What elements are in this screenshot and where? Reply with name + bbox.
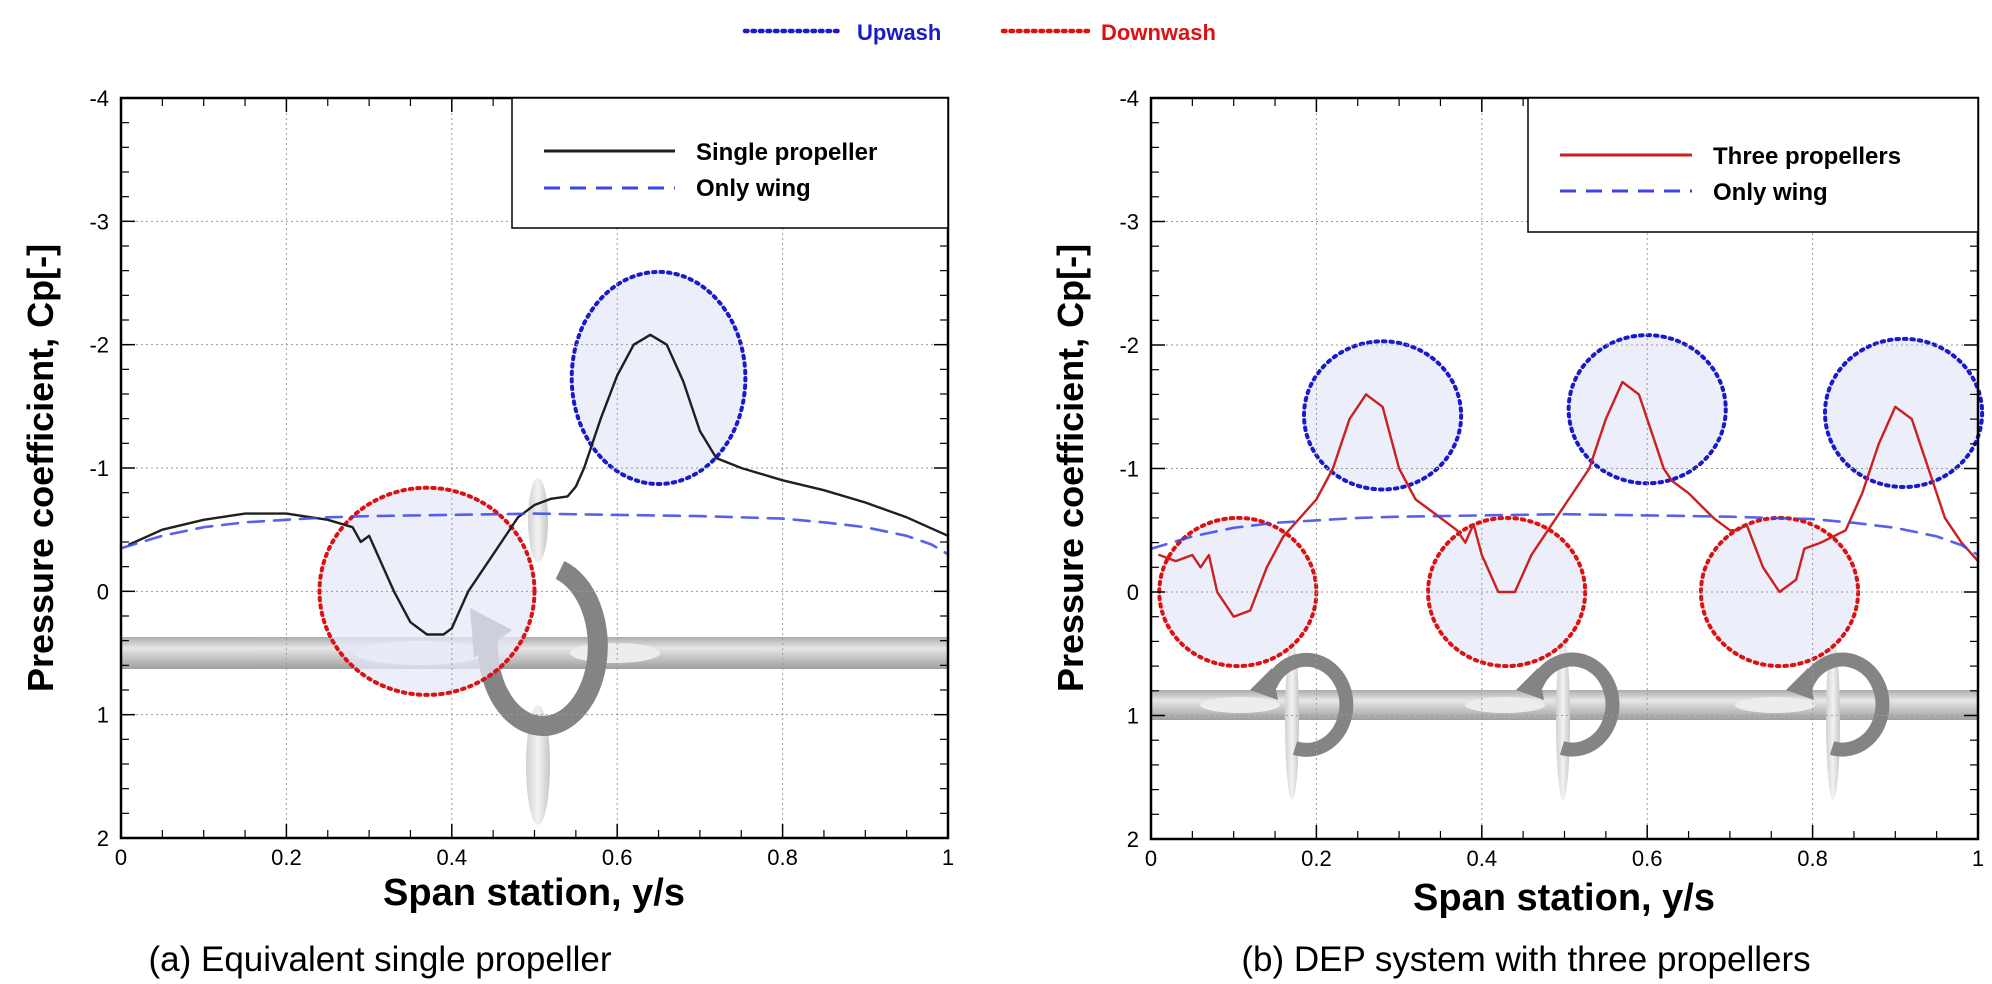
chart-panel-b: 0 0.2 0.4 0.6 0.8 1 -4 -3 -2 -1 0 1 2 Three propelle… bbox=[1050, 86, 1985, 979]
x-tick-label: 1 bbox=[1972, 846, 1984, 871]
y-tick-label: 1 bbox=[97, 703, 109, 728]
y-tick-label: -1 bbox=[1119, 457, 1139, 482]
upwash-region bbox=[569, 269, 748, 487]
rotation-arrow-icon bbox=[1529, 652, 1620, 757]
x-axis-label: Span station, y/s bbox=[383, 872, 685, 914]
x-tick-label: 0.4 bbox=[1467, 846, 1498, 871]
caption-b: (b) DEP system with three propellers bbox=[1241, 940, 1810, 979]
propeller-blade bbox=[1285, 640, 1299, 800]
x-tick-label: 0.6 bbox=[602, 845, 633, 870]
series-line-three-propellers bbox=[1158, 380, 1980, 618]
propeller-hub bbox=[1200, 697, 1280, 713]
upwash-legend-label: Upwash bbox=[857, 20, 941, 45]
legend-box-b: Three propellers Only wing bbox=[1527, 97, 1979, 233]
y-axis-label: Pressure coefficient, Cp[-] bbox=[20, 244, 61, 692]
wing-section bbox=[121, 637, 948, 669]
x-tick-label: 0.8 bbox=[1797, 846, 1828, 871]
legend-label-only-wing: Only wing bbox=[696, 175, 811, 202]
legend-label-only-wing: Only wing bbox=[1713, 179, 1828, 206]
y-tick-label: 0 bbox=[97, 579, 109, 604]
x-tick-label: 0.6 bbox=[1632, 846, 1663, 871]
legend-label-three-propellers: Three propellers bbox=[1713, 143, 1901, 170]
y-axis-label: Pressure coefficient, Cp[-] bbox=[1050, 244, 1091, 692]
y-tick-label: -1 bbox=[89, 456, 109, 481]
propeller-blade bbox=[528, 478, 548, 562]
y-tick-label: -2 bbox=[1119, 333, 1139, 358]
x-tick-label: 0.8 bbox=[767, 845, 798, 870]
rotation-arrowhead-icon bbox=[1786, 668, 1814, 700]
rotation-arrow-icon bbox=[1263, 652, 1354, 757]
propeller-blade bbox=[1556, 640, 1570, 800]
legend-frame bbox=[1527, 97, 1979, 233]
y-tick-label: 2 bbox=[97, 826, 109, 851]
y-tick-label: -4 bbox=[89, 86, 109, 111]
propeller-illustration-a bbox=[121, 478, 948, 825]
downwash-legend-label: Downwash bbox=[1101, 20, 1216, 45]
top-legend: Upwash Downwash bbox=[742, 20, 1216, 45]
y-tick-label: 1 bbox=[1127, 704, 1139, 729]
rotation-arrowhead-icon bbox=[1250, 668, 1278, 700]
upwash-region bbox=[1301, 339, 1464, 492]
series-line-single-propeller bbox=[128, 333, 950, 636]
y-tick-label: -3 bbox=[89, 209, 109, 234]
x-tick-label: 0 bbox=[115, 845, 127, 870]
y-tick-label: -4 bbox=[1119, 86, 1139, 111]
series-line-only-wing bbox=[119, 512, 950, 556]
y-tick-label: 2 bbox=[1127, 827, 1139, 852]
legend-box-a: Single propeller Only wing bbox=[511, 97, 949, 229]
y-tick-label: -2 bbox=[89, 333, 109, 358]
rotation-arrow-icon bbox=[477, 560, 608, 736]
x-tick-label: 0.2 bbox=[271, 845, 302, 870]
x-tick-label: 1 bbox=[942, 845, 954, 870]
rotation-arrowhead-icon bbox=[1516, 668, 1544, 700]
rotation-arrow-icon bbox=[1799, 652, 1890, 757]
y-tick-label: 0 bbox=[1127, 580, 1139, 605]
series-line-only-wing bbox=[1149, 512, 1980, 557]
x-tick-label: 0 bbox=[1145, 846, 1157, 871]
x-tick-label: 0.2 bbox=[1301, 846, 1332, 871]
propeller-illustration-b bbox=[1151, 640, 1978, 800]
propeller-hub bbox=[570, 643, 660, 663]
propeller-hub bbox=[1735, 697, 1815, 713]
propeller-blade bbox=[1826, 640, 1840, 800]
x-tick-label: 0.4 bbox=[437, 845, 468, 870]
x-axis-label: Span station, y/s bbox=[1413, 877, 1715, 919]
chart-panel-a: 0 0.2 0.4 0.6 0.8 1 -4 -3 -2 -1 0 1 2 Single propell… bbox=[20, 86, 954, 979]
legend-frame bbox=[511, 97, 949, 229]
legend-label-single-propeller: Single propeller bbox=[696, 139, 877, 166]
y-tick-label: -3 bbox=[1119, 210, 1139, 235]
propeller-hub bbox=[1465, 697, 1545, 713]
caption-a: (a) Equivalent single propeller bbox=[148, 940, 611, 979]
